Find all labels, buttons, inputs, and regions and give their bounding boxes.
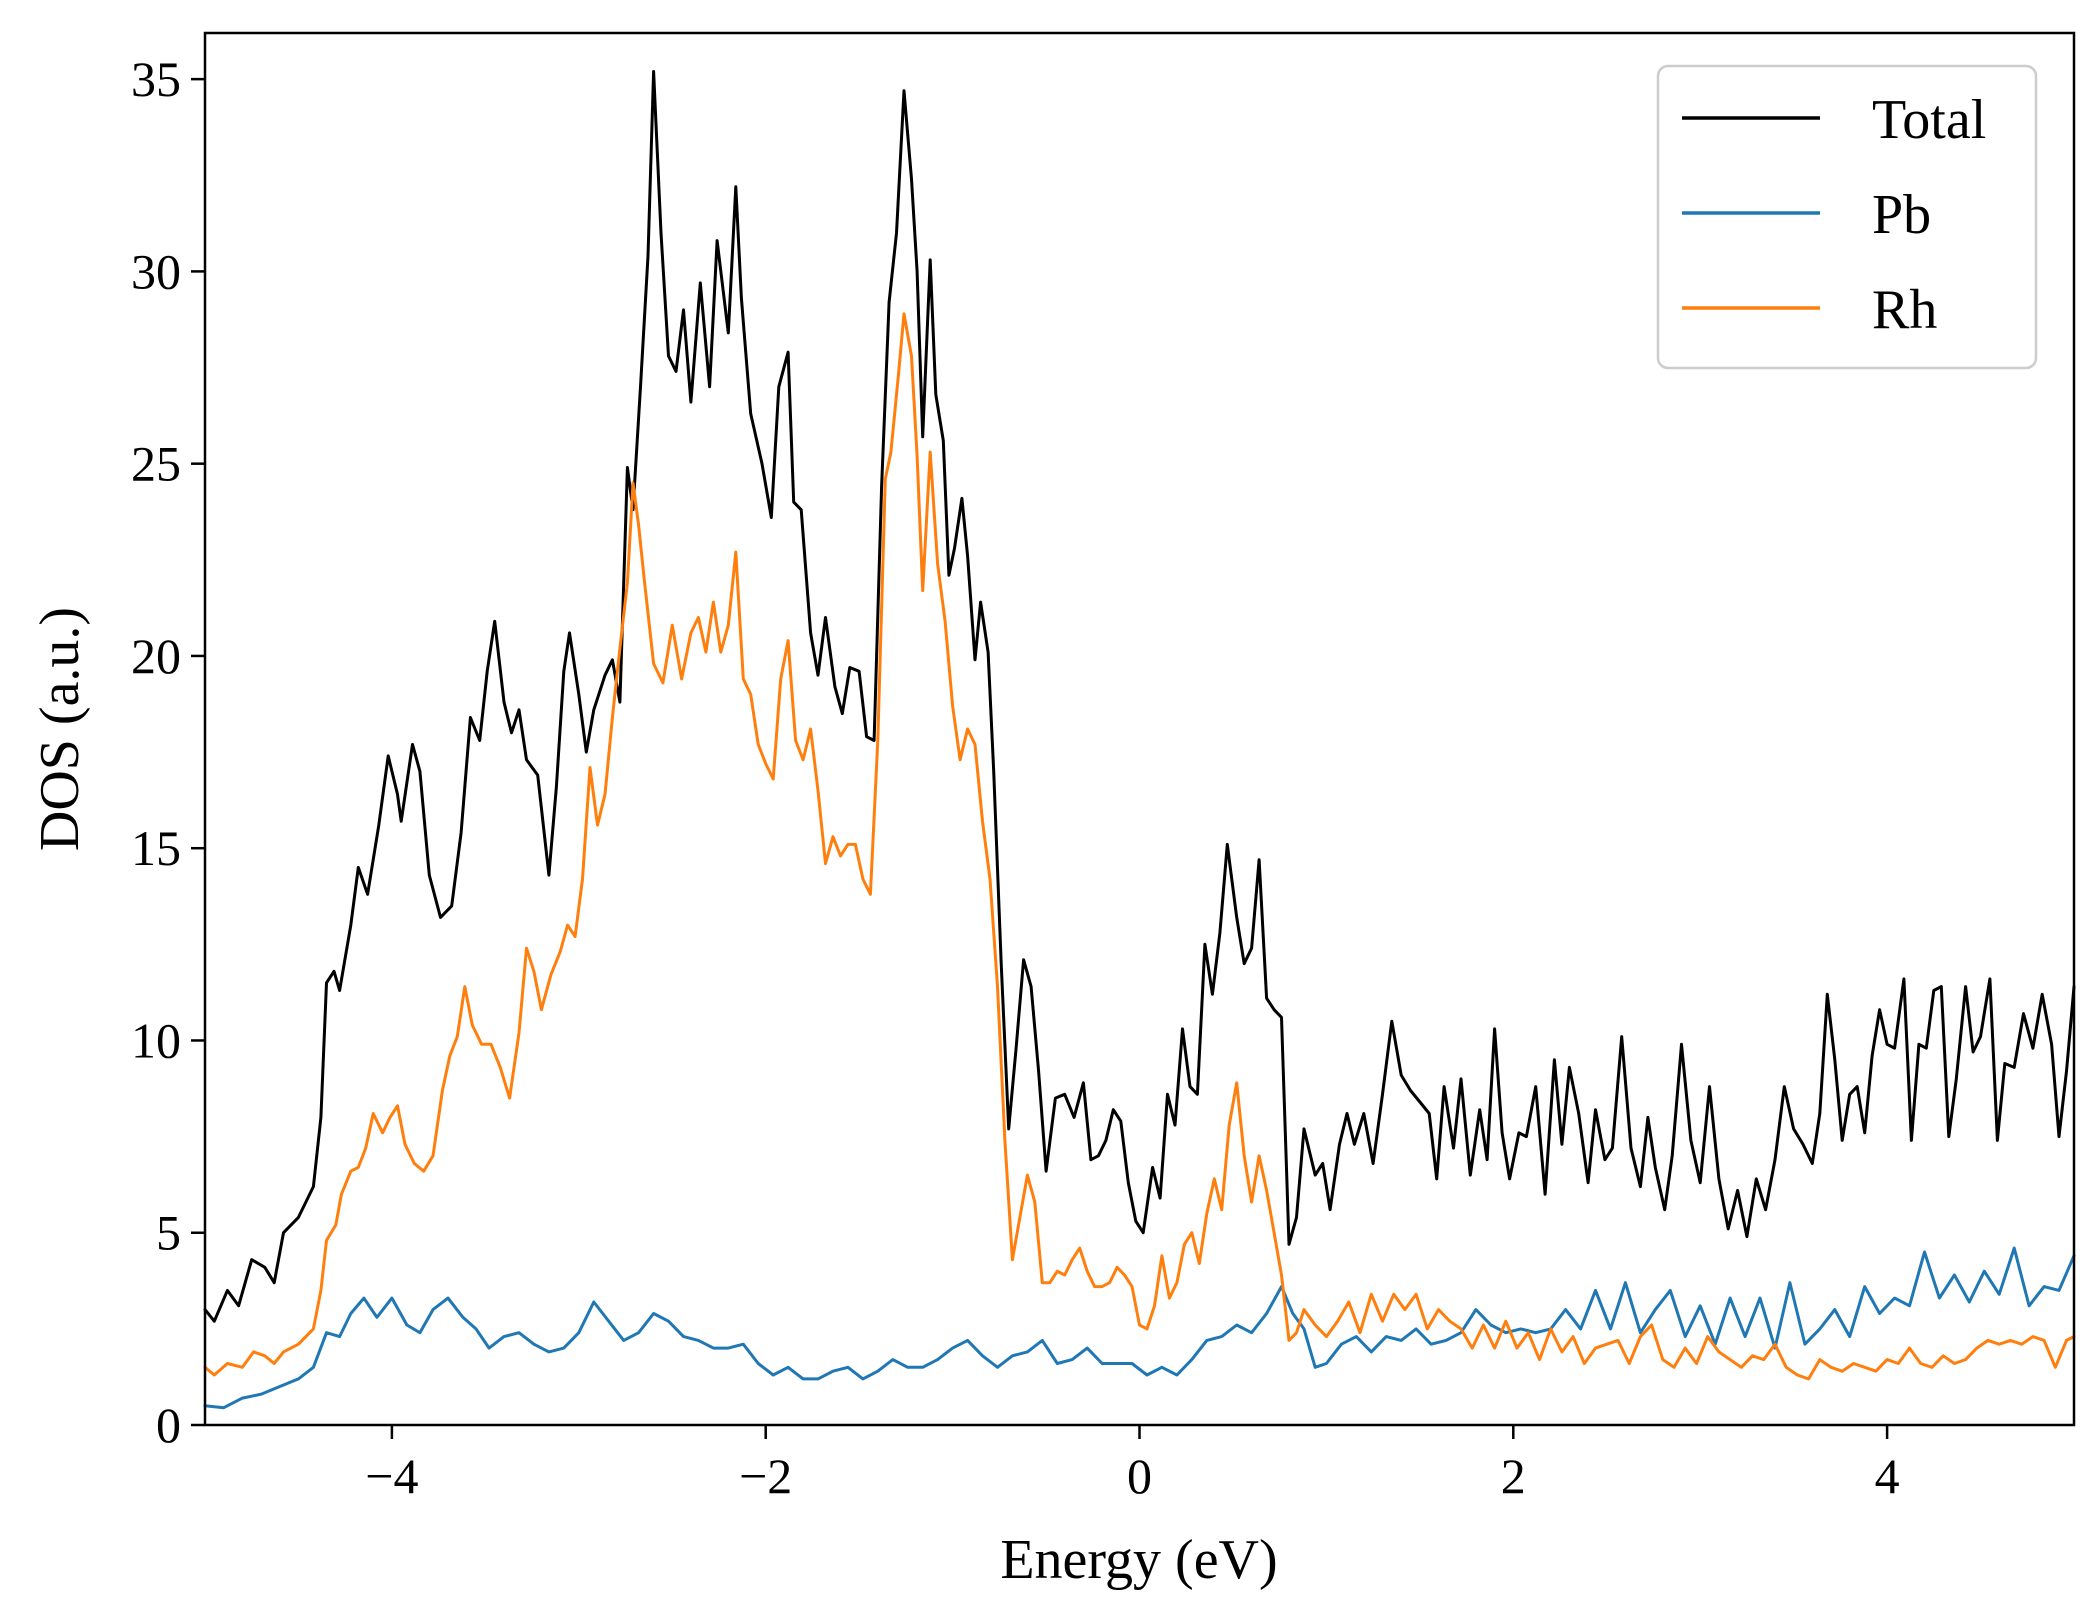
x-axis-label: Energy (eV) bbox=[1000, 1529, 1277, 1591]
legend: Total Pb Rh bbox=[1656, 64, 2038, 370]
y-tick-label: 0 bbox=[156, 1397, 181, 1453]
y-tick-label: 5 bbox=[156, 1205, 181, 1261]
y-axis-ticks: 0 5 10 15 20 25 30 35 bbox=[131, 51, 205, 1453]
y-tick-label: 35 bbox=[131, 51, 181, 107]
series-layer bbox=[203, 70, 2076, 1410]
y-tick-label: 10 bbox=[131, 1012, 181, 1068]
x-tick-label: −2 bbox=[739, 1448, 792, 1504]
legend-label-total: Total bbox=[1872, 89, 1986, 151]
x-tick-label: 0 bbox=[1127, 1448, 1152, 1504]
y-axis-label: DOS (a.u.) bbox=[29, 607, 91, 851]
y-tick-label: 30 bbox=[131, 243, 181, 299]
series-line-total bbox=[203, 70, 2076, 1323]
series-line-rh bbox=[203, 312, 2076, 1381]
x-tick-label: −4 bbox=[365, 1448, 418, 1504]
x-tick-label: 4 bbox=[1875, 1448, 1900, 1504]
y-tick-label: 15 bbox=[131, 820, 181, 876]
y-tick-label: 25 bbox=[131, 436, 181, 492]
x-axis-ticks: −4 −2 0 2 4 bbox=[365, 1425, 1900, 1504]
legend-label-rh: Rh bbox=[1872, 279, 1937, 341]
legend-box bbox=[1656, 64, 2038, 370]
legend-label-pb: Pb bbox=[1872, 184, 1931, 246]
series-line-pb bbox=[203, 1246, 2076, 1410]
y-tick-label: 20 bbox=[131, 628, 181, 684]
x-tick-label: 2 bbox=[1501, 1448, 1526, 1504]
